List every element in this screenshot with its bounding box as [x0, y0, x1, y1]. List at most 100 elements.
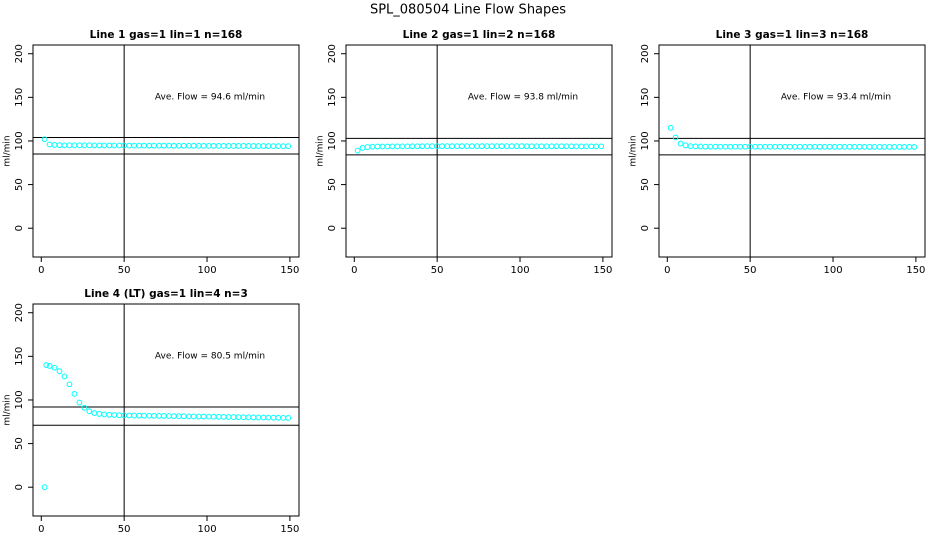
point	[513, 143, 520, 150]
x-tick-label: 50	[118, 265, 131, 276]
point	[215, 413, 222, 420]
point	[831, 143, 838, 150]
point	[911, 143, 918, 150]
point	[76, 399, 83, 406]
point	[230, 143, 237, 149]
point	[166, 413, 172, 419]
point	[528, 143, 535, 150]
point	[225, 143, 232, 149]
point	[891, 143, 898, 150]
point	[444, 143, 450, 150]
point	[166, 142, 172, 149]
point	[593, 143, 600, 150]
point	[732, 143, 739, 150]
point	[886, 143, 893, 150]
point	[782, 143, 788, 150]
point	[369, 143, 376, 150]
point	[126, 412, 133, 419]
y-tick-label: 0	[14, 484, 25, 490]
point	[906, 143, 913, 150]
y-tick-label: 50	[640, 178, 651, 191]
point	[399, 143, 406, 150]
point	[151, 142, 157, 149]
point	[449, 143, 455, 150]
point	[275, 143, 282, 150]
point	[245, 143, 252, 149]
point	[757, 143, 763, 150]
point	[359, 145, 366, 151]
y-tick-label: 150	[327, 88, 338, 107]
point	[66, 381, 73, 388]
point	[265, 414, 272, 421]
y-tick-label: 150	[640, 88, 651, 107]
point	[454, 143, 460, 150]
point	[464, 143, 470, 150]
panel-title: Line 4 (LT) gas=1 lin=4 n=3	[84, 288, 248, 300]
point	[871, 143, 878, 150]
point	[488, 143, 495, 150]
point	[285, 415, 292, 421]
point	[205, 142, 212, 149]
y-tick-label: 100	[14, 390, 25, 409]
y-tick-label: 150	[14, 88, 25, 107]
point	[161, 413, 167, 419]
point	[240, 414, 247, 421]
point	[767, 143, 773, 150]
x-tick-label: 0	[38, 265, 44, 276]
point	[841, 143, 848, 150]
point	[806, 143, 813, 150]
x-tick-label: 150	[906, 265, 925, 276]
annotation: Ave. Flow = 94.6 ml/min	[155, 93, 265, 103]
point	[101, 142, 108, 149]
point	[190, 413, 197, 420]
point	[856, 143, 863, 150]
x-tick-label: 100	[510, 265, 529, 276]
point	[61, 373, 68, 380]
point	[161, 142, 167, 149]
point	[801, 143, 808, 150]
point	[270, 143, 277, 150]
point	[702, 143, 709, 150]
point	[270, 414, 277, 421]
point	[51, 141, 58, 148]
point	[195, 413, 202, 420]
point	[384, 143, 391, 150]
point	[523, 143, 530, 150]
point	[697, 143, 704, 150]
point	[563, 143, 570, 150]
point	[508, 143, 515, 150]
point	[175, 142, 182, 149]
point	[722, 143, 729, 150]
point	[896, 143, 903, 150]
point	[96, 142, 103, 149]
point	[220, 413, 227, 420]
point	[787, 143, 793, 150]
point	[141, 412, 147, 419]
point	[185, 142, 192, 149]
point	[777, 143, 783, 150]
point	[285, 143, 292, 150]
point	[230, 414, 237, 420]
point	[568, 143, 575, 150]
point	[826, 143, 833, 150]
point	[131, 412, 137, 419]
point	[76, 142, 83, 149]
point	[712, 143, 719, 150]
x-tick-label: 0	[351, 265, 357, 276]
point	[195, 142, 202, 149]
point	[106, 142, 113, 149]
point	[131, 142, 137, 149]
point	[772, 143, 778, 150]
point	[677, 140, 684, 147]
point	[240, 143, 247, 149]
point	[116, 142, 123, 149]
y-tick-label: 0	[327, 225, 338, 231]
point	[210, 142, 217, 149]
point	[250, 143, 257, 149]
point	[687, 143, 694, 150]
point	[56, 142, 63, 149]
point	[71, 390, 78, 397]
point	[419, 143, 426, 150]
point	[518, 143, 525, 150]
x-tick-label: 150	[280, 524, 299, 535]
